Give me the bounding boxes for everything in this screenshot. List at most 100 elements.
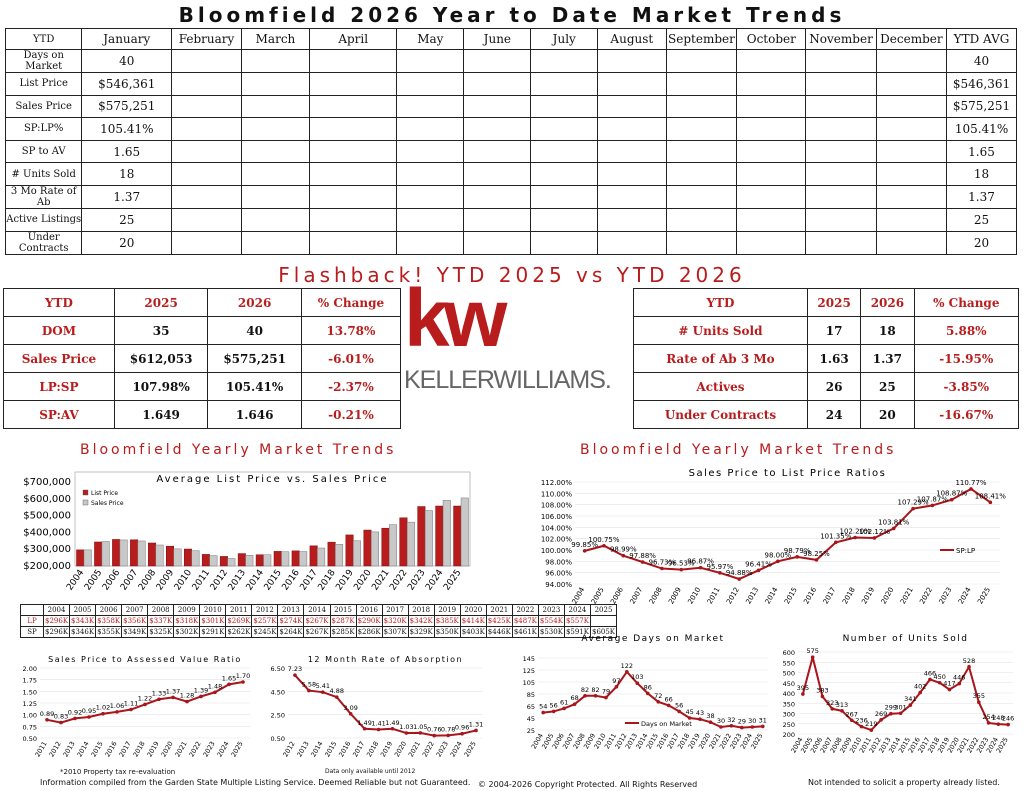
lpsp-cell: $287K: [329, 615, 357, 627]
ytd-cell: 25: [81, 207, 173, 232]
data-point: [551, 709, 556, 714]
ytd-cell: Under Contracts: [4, 230, 83, 255]
data-label: 82: [581, 686, 589, 694]
ytd-row: # Units Sold 18 18: [4, 162, 1017, 186]
y-tick-label: 1.50: [23, 688, 37, 696]
lpsp-cell: LP: [20, 615, 44, 627]
bar-list-price: [112, 539, 121, 567]
data-label: 1.65: [222, 674, 236, 682]
data-label: 96.73%: [649, 559, 676, 567]
x-tick-label: 2014: [764, 586, 780, 606]
x-tick-label: 2013: [744, 586, 760, 605]
data-point: [833, 540, 838, 545]
ytd-cell: 20: [946, 230, 1017, 255]
x-tick-label: 2021: [370, 568, 391, 592]
x-tick-label: 2013: [62, 740, 77, 758]
ytd-cell: [597, 117, 667, 141]
data-point: [908, 703, 913, 707]
footer-data-note: Data only available until 2012: [325, 768, 416, 775]
ytd-cell: [805, 117, 877, 141]
ytd-cell: 20: [81, 230, 173, 255]
bar-list-price: [166, 545, 174, 567]
bar-list-price: [453, 505, 462, 567]
page-title: Bloomfield 2026 Year to Date Market Tren…: [178, 3, 846, 27]
data-label: 32: [727, 716, 735, 724]
data-point: [859, 724, 864, 729]
series-line: [584, 487, 991, 581]
x-tick-label: 2018: [316, 568, 337, 593]
lpsp-cell: $530K: [537, 626, 565, 638]
x-tick-label: 2019: [334, 568, 355, 593]
x-tick-label: 2013: [295, 740, 310, 758]
lpsp-cell: $245K: [251, 626, 279, 638]
flash-cell: -16.67%: [913, 400, 1020, 429]
ytd-cell: [530, 139, 599, 164]
lpsp-cell: $403K: [459, 626, 487, 638]
data-point: [698, 565, 703, 570]
data-point: [362, 726, 367, 731]
chart-title: Number of Units Sold: [843, 634, 969, 644]
data-label: 1.03: [399, 723, 413, 731]
lpsp-cell: 2025: [589, 604, 618, 616]
lpsp-cell: $329K: [407, 626, 435, 638]
x-tick-label: 2014: [309, 740, 324, 758]
data-label: 313: [836, 701, 848, 709]
lpsp-cell: $337K: [147, 615, 175, 627]
ytd-cell: [530, 184, 599, 209]
x-tick-label: 2021: [174, 740, 189, 758]
flash-cell: # Units Sold: [633, 316, 808, 345]
data-point: [562, 706, 566, 711]
bar-list-price: [273, 551, 282, 567]
flash-cell: Sales Price: [3, 344, 115, 373]
y-tick-label: 0.50: [271, 735, 285, 743]
data-label: 122: [621, 662, 633, 670]
bar-sales-price: [209, 555, 218, 567]
data-label: 103: [631, 673, 643, 681]
y-tick-label: 2.00: [23, 665, 37, 673]
ytd-cell: SP to AV: [4, 139, 83, 164]
data-label: 1.05: [413, 723, 427, 731]
x-tick-label: 2020: [352, 568, 373, 593]
data-label: 0.78: [441, 725, 455, 733]
data-point: [918, 690, 922, 695]
data-label: 102.20%: [840, 528, 871, 536]
data-point: [949, 497, 954, 502]
flash-row: LP:SP 107.98% 105.41% -2.37%: [3, 372, 402, 401]
data-point: [446, 733, 450, 738]
bar-list-price: [237, 553, 246, 567]
ytd-cell: [240, 49, 311, 73]
bar-list-price: [345, 534, 354, 567]
chart-title: Sales Price to Assessed Value Ratio: [48, 655, 242, 664]
y-tick-label: 6.50: [271, 665, 285, 673]
lpsp-cell: [589, 615, 618, 627]
data-point: [679, 567, 684, 572]
flash-cell: -15.95%: [913, 344, 1020, 373]
lpsp-cell: 2014: [303, 604, 331, 616]
ytd-cell: [530, 117, 599, 141]
flash-cell: DOM: [3, 316, 115, 345]
bar-sales-price: [424, 510, 433, 567]
data-point: [645, 691, 650, 696]
data-point: [321, 690, 325, 694]
chart-title: Average Days on Market: [581, 634, 724, 644]
data-point: [853, 535, 857, 540]
ytd-cell: 3 Mo Rate of Ab: [4, 184, 83, 209]
x-tick-label: 2020: [393, 740, 408, 758]
data-label: 1.37: [166, 687, 180, 695]
legend-swatch: [82, 499, 89, 506]
flash-cell: $612,053: [113, 344, 209, 373]
x-tick-label: 2023: [406, 568, 427, 592]
bar-sales-price: [263, 554, 272, 567]
data-label: 68: [570, 694, 578, 702]
flash-cell: 1.646: [207, 400, 302, 429]
data-point: [687, 716, 692, 720]
chart-title: Sales Price to List Price Ratios: [689, 468, 887, 479]
sp-lp-ratio-chart: Sales Price to List Price Ratios 94.00% 96…: [541, 468, 1006, 606]
lpsp-cell: 2018: [407, 604, 435, 616]
lpsp-cell: $274K: [277, 615, 305, 627]
ytd-cell: [875, 117, 948, 141]
y-tick-label: 100.00%: [541, 547, 572, 555]
data-label: 1.31: [469, 720, 483, 728]
data-label: 98.99%: [610, 546, 637, 554]
ytd-cell: [309, 230, 398, 255]
